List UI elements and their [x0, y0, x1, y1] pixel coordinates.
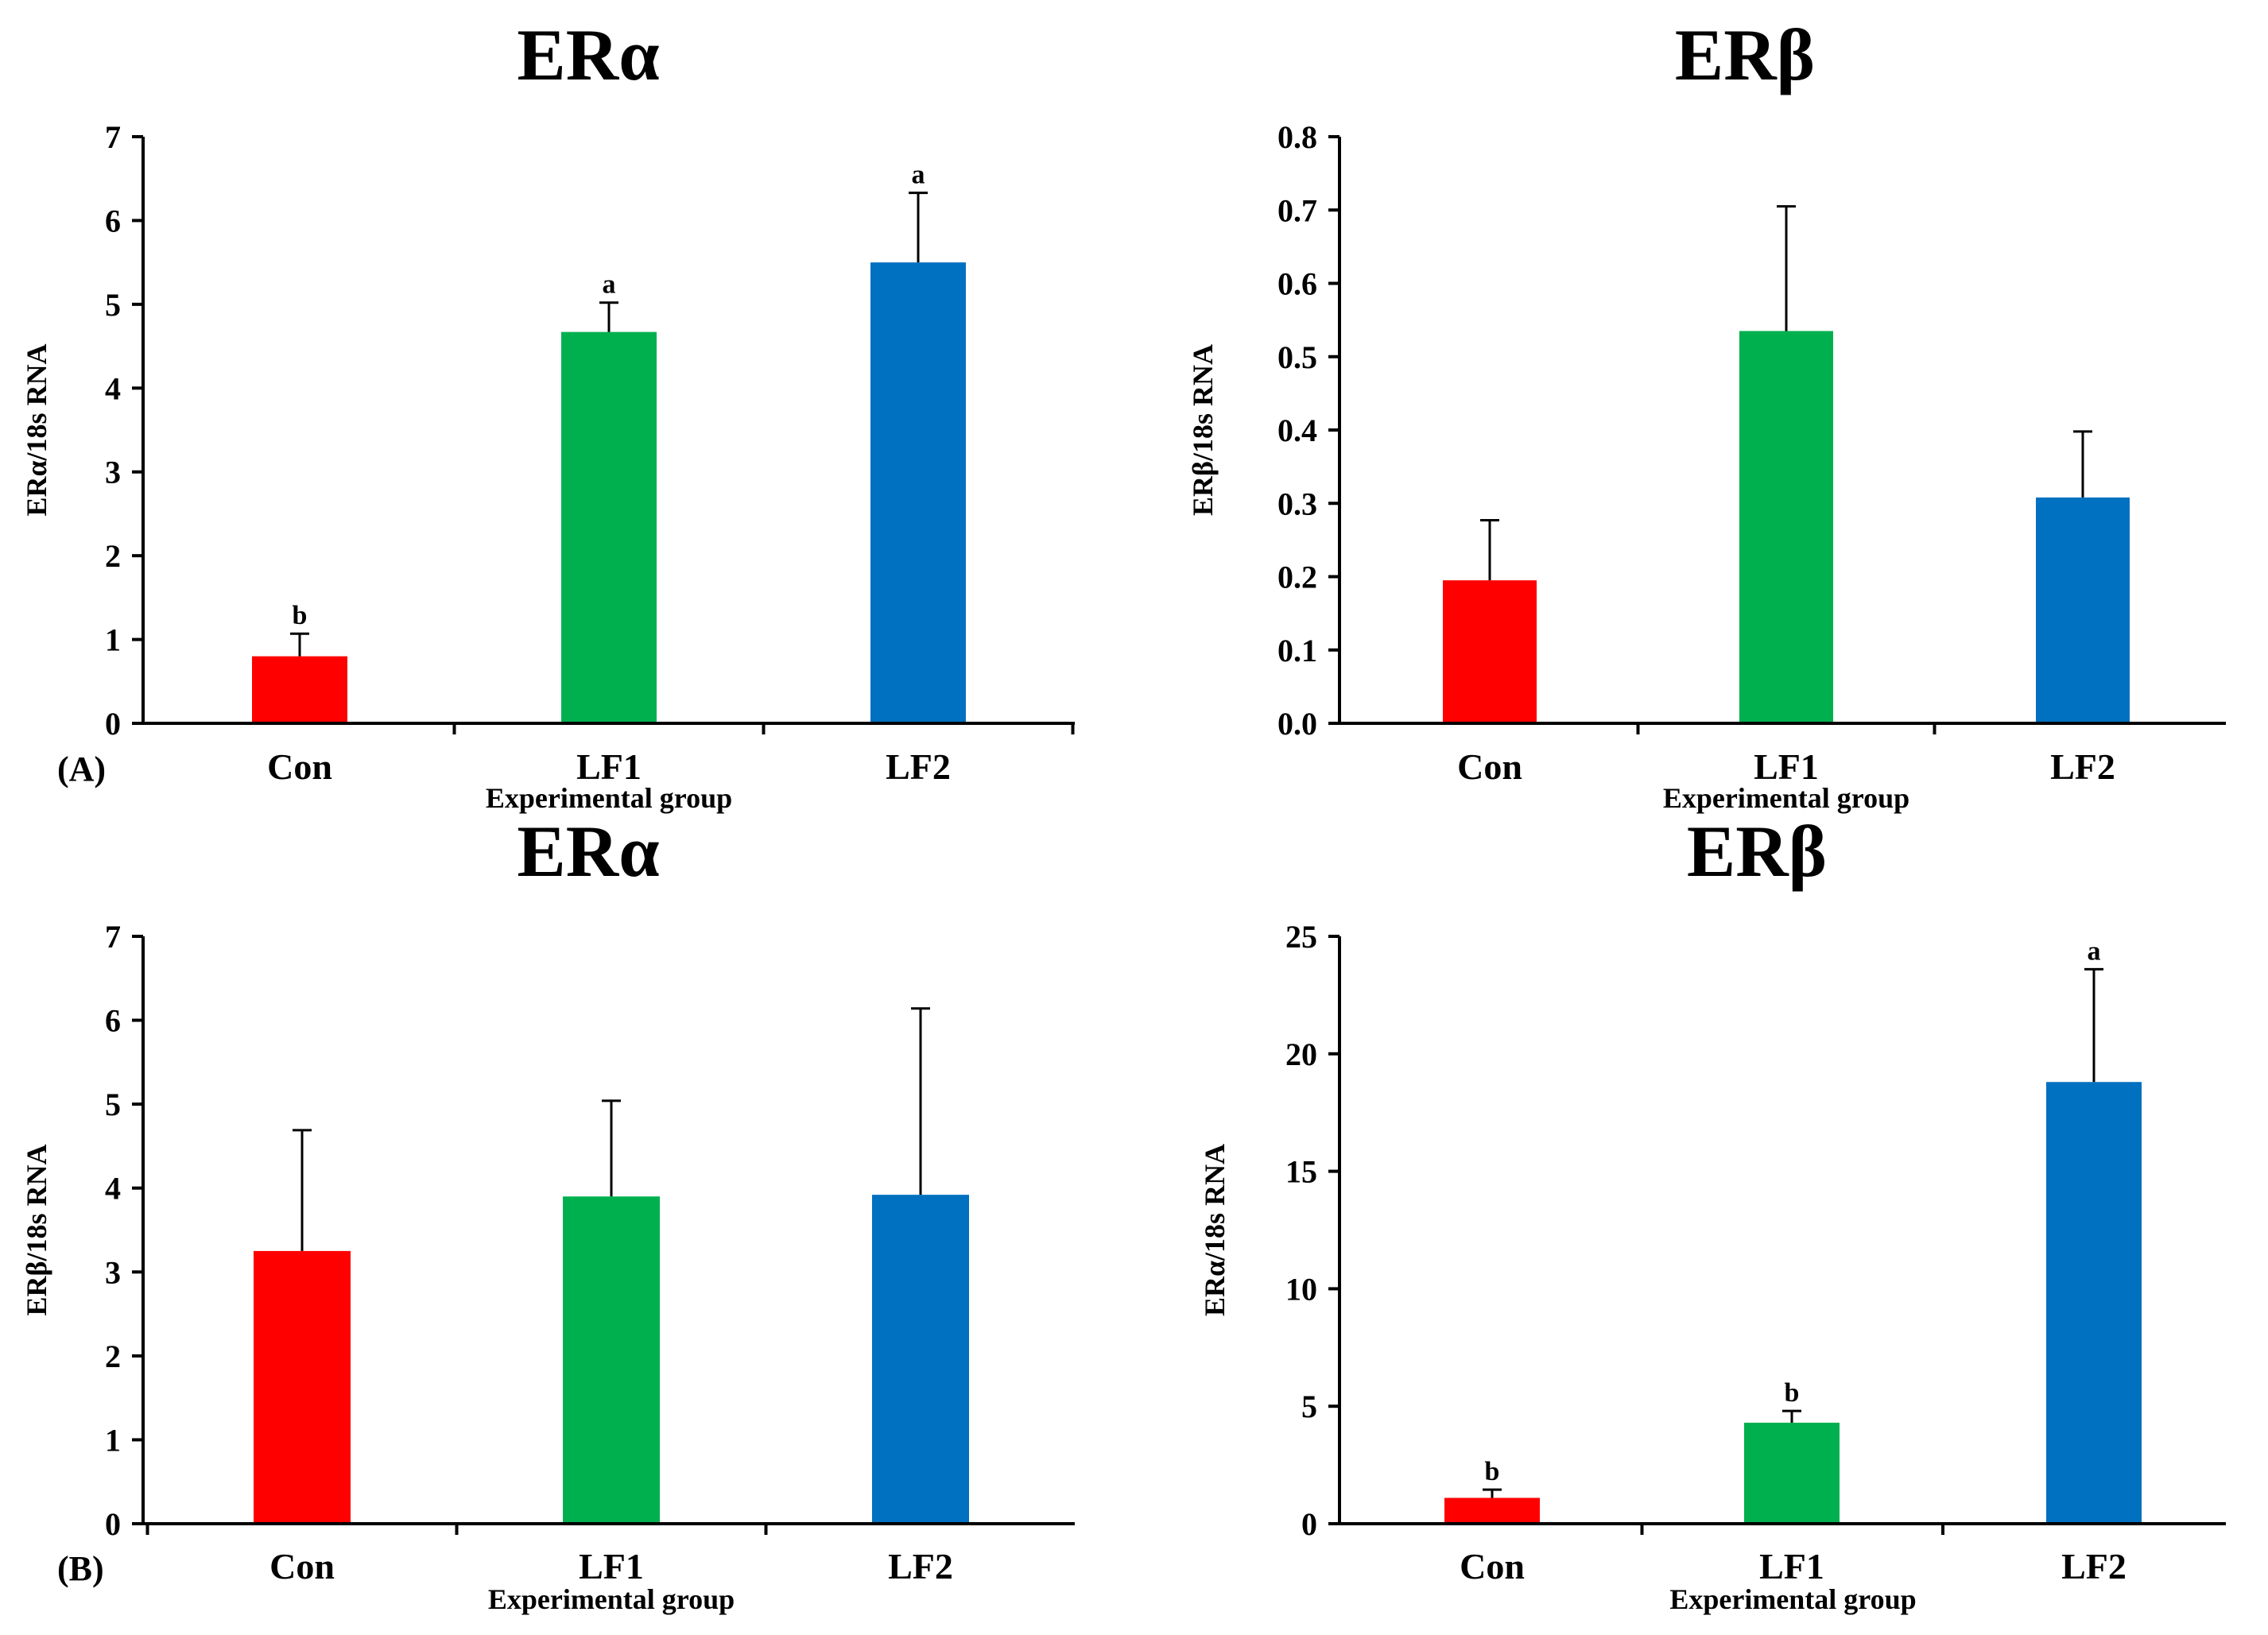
- y-tick-label: 0.6: [1277, 266, 1317, 302]
- category-label-lf1: LF1: [1754, 746, 1819, 787]
- y-tick-label: 25: [1285, 919, 1317, 955]
- y-tick-label: 6: [105, 1003, 121, 1039]
- y-tick-label: 7: [105, 919, 121, 955]
- y-tick-label: 0.1: [1277, 633, 1317, 668]
- y-tick-label: 0.5: [1277, 339, 1317, 375]
- panel-label-a: (A): [57, 750, 106, 788]
- y-tick-label: 4: [105, 1171, 121, 1207]
- y-tick-label: 3: [105, 1254, 121, 1290]
- bar-lf2: [870, 262, 966, 724]
- category-label-con: Con: [1457, 746, 1522, 787]
- category-label-con: Con: [267, 746, 332, 787]
- y-tick-label: 1: [105, 622, 121, 658]
- category-label-con: Con: [269, 1546, 335, 1587]
- bar-con: [1444, 1497, 1540, 1524]
- y-tick-label: 0.7: [1277, 192, 1317, 228]
- category-label-lf1: LF1: [576, 746, 642, 787]
- chart-3: ERα Con LF1 LF2 0 1 2 3 4 5 6 7 Experimental group ER…: [21, 811, 1075, 1615]
- y-tick-label: 0: [105, 706, 121, 742]
- bar-lf2: [872, 1195, 969, 1524]
- x-axis-label: Experimental group: [486, 782, 732, 814]
- y-tick-label: 5: [1301, 1389, 1317, 1424]
- y-tick-label: 7: [105, 119, 121, 155]
- y-tick-label: 0: [1301, 1506, 1317, 1542]
- chart-title: ERβ: [1675, 14, 1815, 95]
- bar-lf1: [1744, 1422, 1840, 1524]
- y-tick-label: 0.4: [1277, 413, 1317, 448]
- y-tick-label: 15: [1285, 1154, 1317, 1190]
- y-tick-label: 2: [105, 538, 121, 574]
- x-axis-label: Experimental group: [488, 1583, 735, 1615]
- y-tick-label: 2: [105, 1339, 121, 1374]
- category-label-lf2: LF2: [888, 1546, 953, 1587]
- y-tick-label: 0.8: [1277, 119, 1317, 155]
- y-tick-label: 0: [105, 1506, 121, 1542]
- y-tick-label: 10: [1285, 1271, 1317, 1307]
- y-tick-label: 5: [105, 1087, 121, 1122]
- chart-2: ERβ Con LF1 LF2 0.0 0.1 0.2 0.3 0.4 0.5 0.6 0.7 0.8 E…: [1187, 14, 2226, 814]
- y-tick-label: 5: [105, 287, 121, 323]
- significance-label: a: [912, 161, 925, 190]
- chart-title: ERα: [517, 811, 659, 892]
- category-label-lf2: LF2: [2061, 1546, 2126, 1587]
- panel-label-b: (B): [57, 1549, 104, 1588]
- x-axis-label: Experimental group: [1669, 1583, 1916, 1615]
- y-axis-label: ERα/18s RNA: [21, 343, 52, 516]
- y-axis-label: ERβ/18s RNA: [1187, 344, 1219, 516]
- y-tick-label: 20: [1285, 1036, 1317, 1072]
- category-label-lf1: LF1: [579, 1546, 644, 1587]
- y-axis-label: ERα/18s RNA: [1199, 1144, 1231, 1316]
- category-label-con: Con: [1460, 1546, 1525, 1587]
- significance-label: b: [293, 601, 308, 630]
- chart-title: ERβ: [1687, 811, 1827, 892]
- y-tick-label: 6: [105, 203, 121, 238]
- y-tick-label: 4: [105, 370, 121, 406]
- y-tick-label: 1: [105, 1422, 121, 1458]
- significance-label: a: [2088, 936, 2101, 966]
- bar-con: [252, 656, 347, 723]
- y-tick-label: 3: [105, 455, 121, 490]
- chart-4: ERβ b Con b LF1 a LF2 0 5 10 15 20 25 Experimental gr…: [1199, 811, 2226, 1615]
- category-label-lf1: LF1: [1759, 1546, 1824, 1587]
- bar-lf1: [563, 1196, 660, 1524]
- category-label-lf2: LF2: [886, 746, 951, 787]
- chart-1: ERα b Con a LF1 a LF2 0 1 2 3 4 5 6 7 Experimental grou…: [21, 14, 1075, 814]
- y-tick-label: 0.0: [1277, 706, 1317, 742]
- x-axis-label: Experimental group: [1663, 782, 1909, 814]
- y-tick-label: 0.3: [1277, 486, 1317, 521]
- bar-lf1: [1739, 331, 1833, 723]
- chart-title: ERα: [517, 14, 659, 95]
- bar-lf1: [561, 331, 657, 723]
- bar-lf2: [2046, 1082, 2142, 1524]
- y-tick-label: 0.2: [1277, 560, 1317, 595]
- y-axis-label: ERβ/18s RNA: [21, 1145, 52, 1316]
- significance-label: b: [1785, 1378, 1800, 1408]
- bar-con: [1443, 580, 1537, 723]
- bar-lf2: [2036, 497, 2130, 723]
- bar-con: [254, 1250, 351, 1524]
- significance-label: a: [603, 270, 616, 300]
- category-label-lf2: LF2: [2050, 746, 2115, 787]
- significance-label: b: [1485, 1457, 1500, 1486]
